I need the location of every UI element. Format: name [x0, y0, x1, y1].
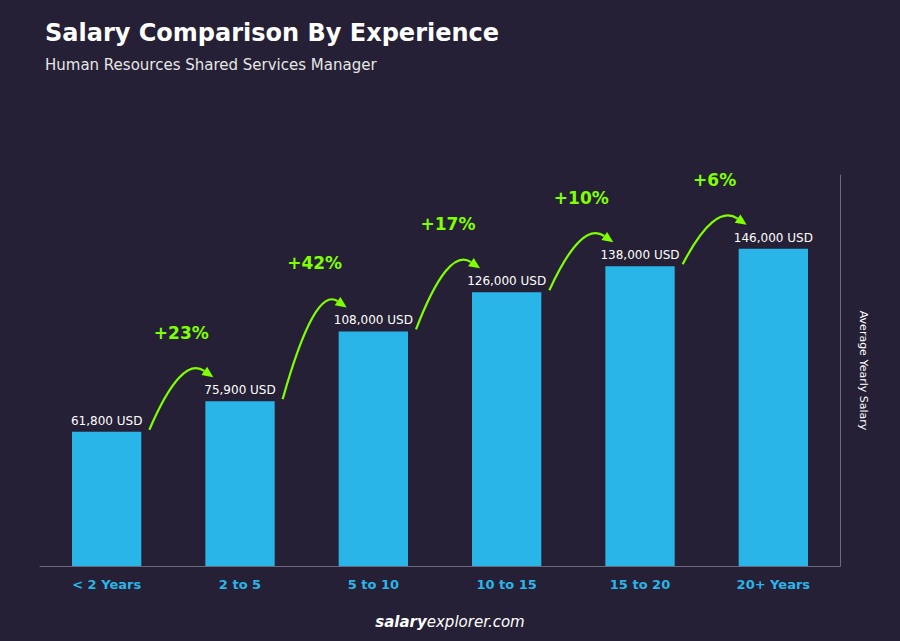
svg-text:126,000 USD: 126,000 USD [467, 274, 546, 288]
svg-text:108,000 USD: 108,000 USD [334, 313, 413, 327]
svg-text:Average Yearly Salary: Average Yearly Salary [857, 311, 870, 431]
svg-text:+17%: +17% [421, 214, 476, 234]
svg-text:+23%: +23% [154, 323, 209, 343]
svg-text:+42%: +42% [287, 253, 342, 273]
svg-text:explorer.com: explorer.com [427, 613, 525, 631]
svg-text:Salary Comparison By Experienc: Salary Comparison By Experience [45, 19, 499, 47]
svg-text:2 to 5: 2 to 5 [219, 577, 261, 592]
svg-text:+10%: +10% [554, 188, 609, 208]
svg-text:146,000 USD: 146,000 USD [734, 231, 813, 245]
svg-text:20+ Years: 20+ Years [737, 577, 811, 592]
svg-text:75,900 USD: 75,900 USD [204, 383, 275, 397]
svg-text:61,800 USD: 61,800 USD [71, 414, 142, 428]
svg-text:salary: salary [375, 613, 428, 631]
svg-text:Human Resources Shared Service: Human Resources Shared Services Manager [45, 56, 377, 74]
svg-text:15 to 20: 15 to 20 [610, 577, 670, 592]
svg-text:+6%: +6% [693, 170, 736, 190]
svg-text:< 2 Years: < 2 Years [72, 577, 141, 592]
svg-text:5 to 10: 5 to 10 [348, 577, 399, 592]
svg-text:10 to 15: 10 to 15 [476, 577, 536, 592]
svg-text:138,000 USD: 138,000 USD [600, 248, 679, 262]
